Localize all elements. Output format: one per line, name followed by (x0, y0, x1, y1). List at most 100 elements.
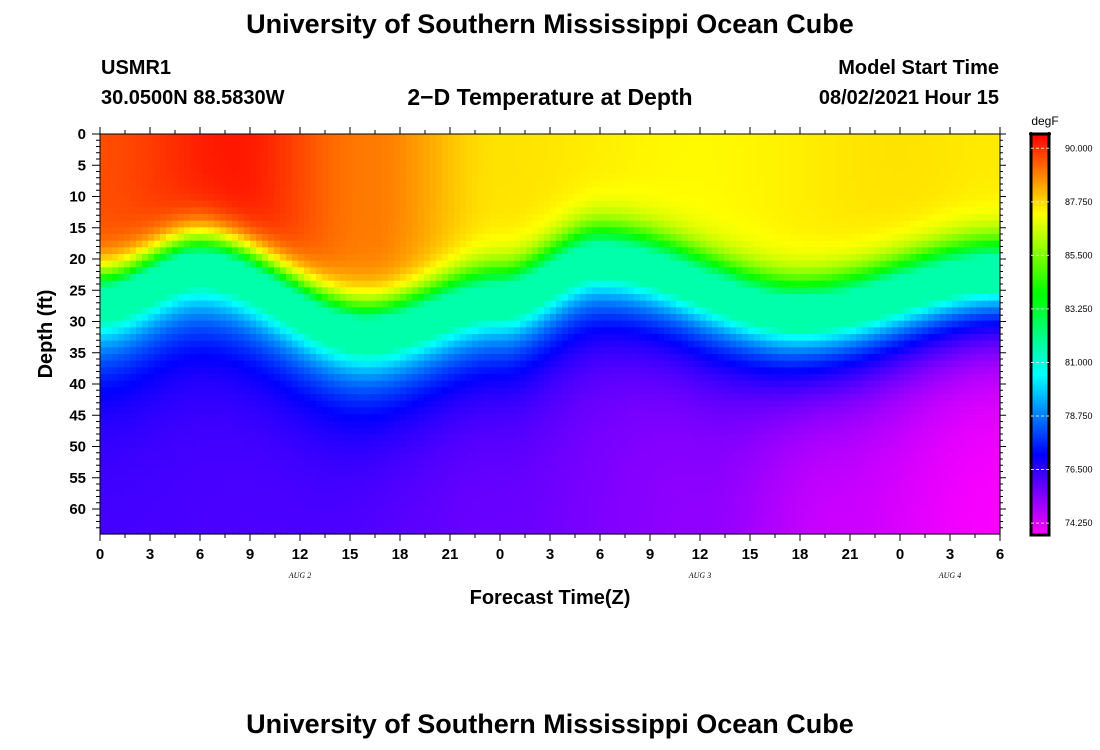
heat-cell (178, 374, 185, 382)
heat-cell (328, 440, 335, 448)
heat-cell (130, 247, 137, 255)
heat-cell (292, 140, 299, 148)
heat-cell (436, 194, 443, 202)
heat-cell (142, 367, 149, 375)
heat-cell (484, 200, 491, 208)
heat-cell (430, 514, 437, 522)
heat-cell (334, 414, 341, 422)
heat-cell (508, 414, 515, 422)
heat-cell (292, 214, 299, 222)
heat-cell (196, 414, 203, 422)
heat-cell (280, 267, 287, 275)
heat-cell (256, 314, 263, 322)
heat-cell (322, 347, 329, 355)
heat-cell (436, 280, 443, 288)
heat-cell (388, 234, 395, 242)
heat-cell (166, 340, 173, 348)
heat-cell (250, 454, 257, 462)
heat-cell (562, 287, 569, 295)
heat-cell (562, 354, 569, 362)
heat-cell (124, 374, 131, 382)
heat-cell (532, 360, 539, 368)
heat-cell (442, 467, 449, 475)
heat-cell (562, 294, 569, 302)
heat-cell (232, 400, 239, 408)
heat-cell (202, 460, 209, 468)
heat-cell (262, 220, 269, 228)
heat-cell (292, 474, 299, 482)
heat-cell (592, 260, 599, 268)
heat-cell (370, 254, 377, 262)
heat-cell (118, 467, 125, 475)
heat-cell (454, 307, 461, 315)
heat-cell (220, 480, 227, 488)
heat-cell (166, 247, 173, 255)
heat-cell (166, 267, 173, 275)
heat-cell (568, 287, 575, 295)
heat-cell (328, 140, 335, 148)
heat-cell (406, 180, 413, 188)
heat-cell (172, 307, 179, 315)
heat-cell (562, 340, 569, 348)
heat-cell (244, 314, 251, 322)
heat-cell (424, 467, 431, 475)
heat-cell (514, 400, 521, 408)
heat-cell (268, 460, 275, 468)
heat-cell (310, 140, 317, 148)
heat-cell (364, 347, 371, 355)
heat-cell (328, 480, 335, 488)
heat-cell (550, 194, 557, 202)
heat-cell (346, 247, 353, 255)
heat-cell (454, 254, 461, 262)
heat-cell (382, 354, 389, 362)
heat-cell (274, 254, 281, 262)
heat-cell (388, 207, 395, 215)
heat-cell (508, 300, 515, 308)
heat-cell (244, 180, 251, 188)
heat-cell (232, 387, 239, 395)
heat-cell (256, 327, 263, 335)
heat-cell (274, 327, 281, 335)
heat-cell (274, 320, 281, 328)
heat-cell (502, 287, 509, 295)
heat-cell (196, 467, 203, 475)
heat-cell (292, 287, 299, 295)
heat-cell (424, 387, 431, 395)
heat-cell (454, 200, 461, 208)
heat-cell (520, 487, 527, 495)
heat-cell (178, 194, 185, 202)
heat-cell (214, 527, 221, 535)
heat-cell (172, 154, 179, 162)
heat-cell (178, 167, 185, 175)
heat-cell (430, 180, 437, 188)
heat-cell (562, 467, 569, 475)
heat-cell (214, 260, 221, 268)
heat-cell (118, 160, 125, 168)
heat-cell (544, 160, 551, 168)
heat-cell (484, 387, 491, 395)
heat-cell (400, 314, 407, 322)
heat-cell (298, 434, 305, 442)
heat-cell (274, 414, 281, 422)
heat-cell (244, 360, 251, 368)
heat-cell (508, 454, 515, 462)
heat-cell (592, 340, 599, 348)
heat-cell (352, 214, 359, 222)
heat-cell (484, 474, 491, 482)
heat-cell (172, 414, 179, 422)
heat-cell (166, 414, 173, 422)
heat-cell (286, 340, 293, 348)
heat-cell (598, 154, 605, 162)
heat-cell (436, 334, 443, 342)
heat-cell (124, 340, 131, 348)
heat-cell (178, 414, 185, 422)
heat-cell (358, 340, 365, 348)
heat-cell (286, 214, 293, 222)
heat-cell (310, 247, 317, 255)
heat-cell (298, 474, 305, 482)
heat-cell (406, 380, 413, 388)
heat-cell (310, 454, 317, 462)
heat-cell (118, 147, 125, 155)
heat-cell (418, 207, 425, 215)
heat-cell (262, 287, 269, 295)
